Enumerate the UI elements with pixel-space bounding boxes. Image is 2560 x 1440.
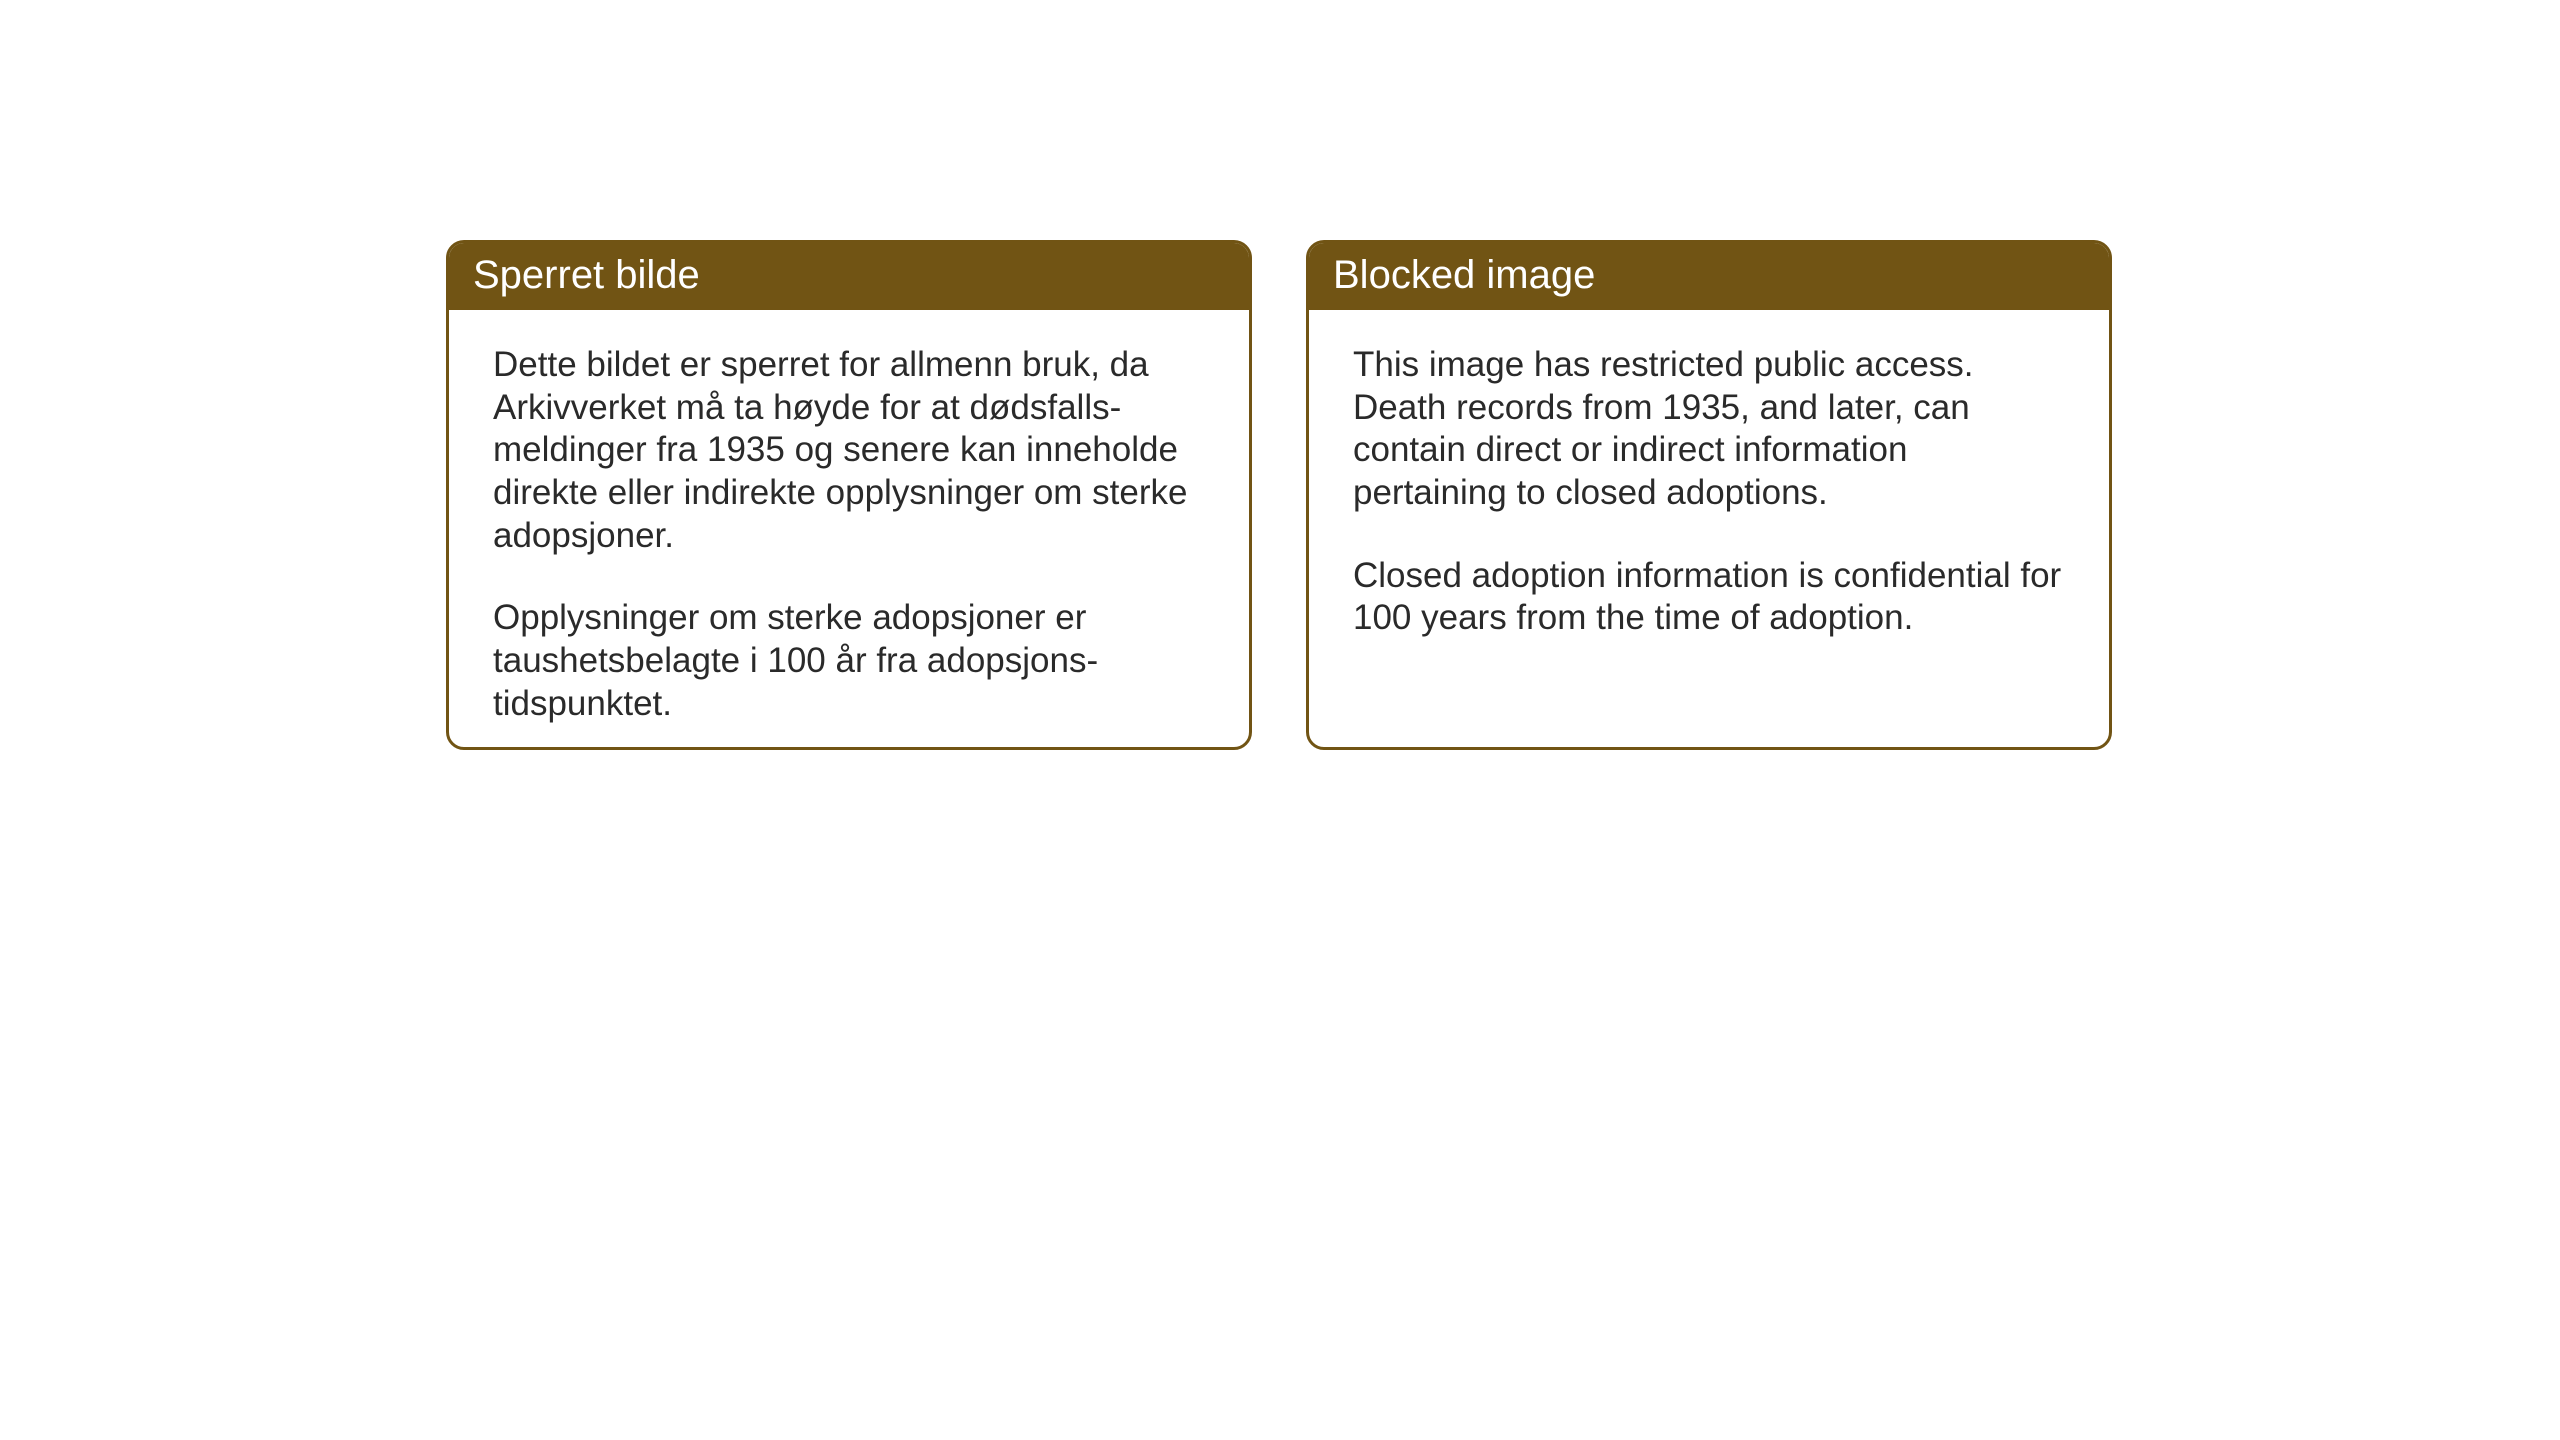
card-title-english: Blocked image [1333,253,1595,297]
card-paragraph-2-english: Closed adoption information is confident… [1353,555,2065,640]
notice-cards-container: Sperret bilde Dette bildet er sperret fo… [446,240,2112,750]
card-header-norwegian: Sperret bilde [449,243,1249,310]
card-paragraph-1-english: This image has restricted public access.… [1353,344,2065,515]
card-header-english: Blocked image [1309,243,2109,310]
card-paragraph-1-norwegian: Dette bildet er sperret for allmenn bruk… [493,344,1205,557]
card-body-english: This image has restricted public access.… [1309,310,2109,674]
card-paragraph-2-norwegian: Opplysninger om sterke adopsjoner er tau… [493,597,1205,725]
notice-card-norwegian: Sperret bilde Dette bildet er sperret fo… [446,240,1252,750]
notice-card-english: Blocked image This image has restricted … [1306,240,2112,750]
card-body-norwegian: Dette bildet er sperret for allmenn bruk… [449,310,1249,750]
card-title-norwegian: Sperret bilde [473,253,700,297]
